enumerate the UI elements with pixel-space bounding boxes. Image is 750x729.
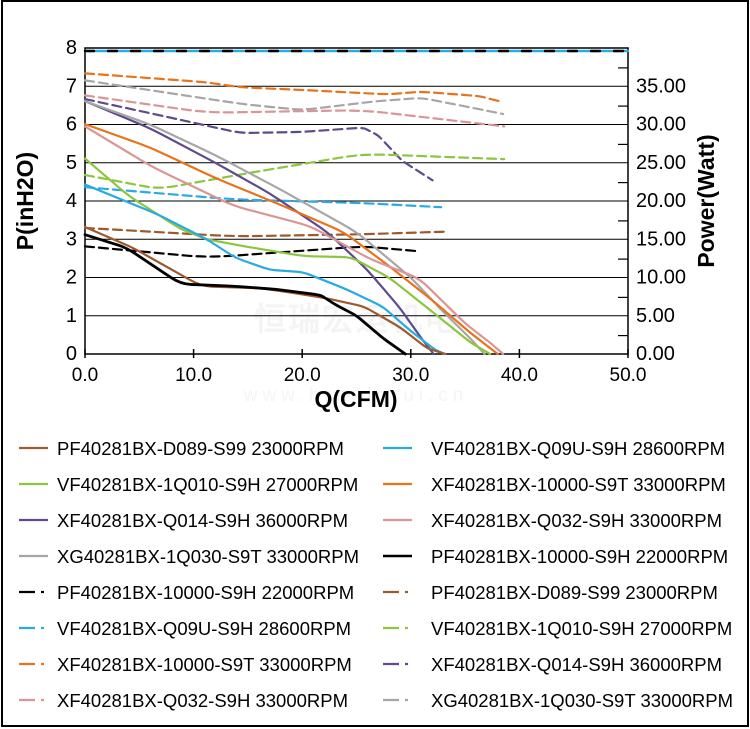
svg-text:PF40281BX-D089-S99 23000RPM: PF40281BX-D089-S99 23000RPM <box>57 438 344 459</box>
svg-text:PF40281BX-10000-S9H 22000RPM: PF40281BX-10000-S9H 22000RPM <box>57 582 354 603</box>
svg-text:VF40281BX-Q09U-S9H 28600RPM: VF40281BX-Q09U-S9H 28600RPM <box>57 618 351 639</box>
svg-text:XF40281BX-10000-S9T 33000RPM: XF40281BX-10000-S9T 33000RPM <box>57 654 352 675</box>
svg-text:XF40281BX-Q032-S9H 33000RPM: XF40281BX-Q032-S9H 33000RPM <box>431 510 722 531</box>
svg-text:PF40281BX-D089-S99 23000RPM: PF40281BX-D089-S99 23000RPM <box>431 582 718 603</box>
svg-text:VF40281BX-1Q010-S9H 27000RPM: VF40281BX-1Q010-S9H 27000RPM <box>57 474 358 495</box>
svg-text:XF40281BX-10000-S9T 33000RPM: XF40281BX-10000-S9T 33000RPM <box>431 474 726 495</box>
svg-text:XF40281BX-Q032-S9H 33000RPM: XF40281BX-Q032-S9H 33000RPM <box>57 690 348 711</box>
svg-text:XF40281BX-Q014-S9H 36000RPM: XF40281BX-Q014-S9H 36000RPM <box>431 654 722 675</box>
svg-text:XF40281BX-Q014-S9H 36000RPM: XF40281BX-Q014-S9H 36000RPM <box>57 510 348 531</box>
svg-text:VF40281BX-1Q010-S9H 27000RPM: VF40281BX-1Q010-S9H 27000RPM <box>431 618 732 639</box>
svg-text:XG40281BX-1Q030-S9T 33000RPM: XG40281BX-1Q030-S9T 33000RPM <box>57 546 359 567</box>
svg-text:VF40281BX-Q09U-S9H 28600RPM: VF40281BX-Q09U-S9H 28600RPM <box>431 438 725 459</box>
svg-text:PF40281BX-10000-S9H 22000RPM: PF40281BX-10000-S9H 22000RPM <box>431 546 728 567</box>
svg-text:XG40281BX-1Q030-S9T 33000RPM: XG40281BX-1Q030-S9T 33000RPM <box>431 690 733 711</box>
